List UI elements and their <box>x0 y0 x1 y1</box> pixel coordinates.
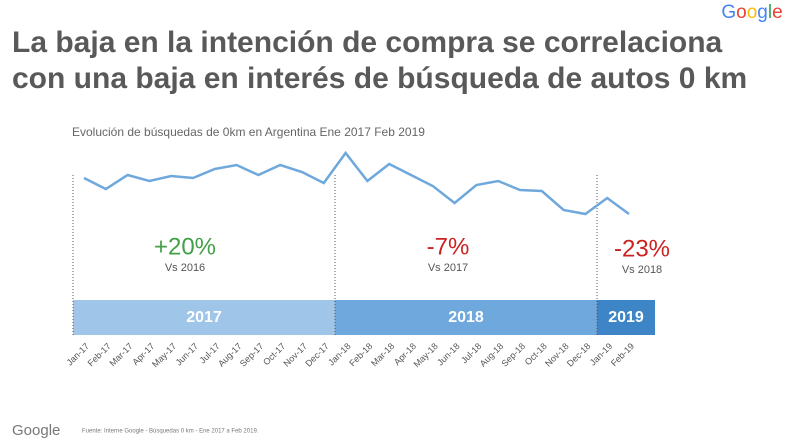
period-change: -23% <box>614 235 670 262</box>
period-change: +20% <box>154 233 216 260</box>
chart-title: Evolución de búsquedas de 0km en Argenti… <box>72 125 425 139</box>
x-tick-label: Mar-18 <box>369 341 396 368</box>
x-tick-label: Dec-17 <box>303 341 331 369</box>
source: Fuente: Interne Google - Búsquedas 0 km … <box>82 429 259 435</box>
period-comparison: Vs 2016 <box>165 262 205 274</box>
x-tick-label: May-18 <box>412 341 440 369</box>
period-band <box>73 300 335 335</box>
period-band <box>597 300 655 335</box>
x-tick-label: Feb-18 <box>347 341 374 368</box>
logo: Google <box>721 2 782 23</box>
period-label: 2018 <box>448 309 484 326</box>
x-tick-label: Feb-19 <box>609 341 636 368</box>
period-comparison: Vs 2017 <box>428 262 468 274</box>
slide-title: La baja en la intención de compra se cor… <box>12 26 723 59</box>
x-tick-label: Mar-17 <box>107 341 134 368</box>
line <box>83 150 630 216</box>
period-label: 2017 <box>186 309 222 326</box>
x-tick-label: Sep-17 <box>238 341 266 369</box>
period-label: 2019 <box>608 309 644 326</box>
x-tick-label: Sep-18 <box>499 341 527 369</box>
x-tick-label: May-17 <box>150 341 178 369</box>
x-tick-label: Dec-18 <box>565 341 593 369</box>
period-band <box>335 300 597 335</box>
period-change: -7% <box>427 233 470 260</box>
footer-logo: Google <box>12 422 60 439</box>
x-tick-label: Jun-18 <box>435 341 462 368</box>
period-comparison: Vs 2018 <box>622 264 662 276</box>
x-tick-label: Feb-17 <box>86 341 113 368</box>
x-tick-label: Jun-17 <box>174 341 201 368</box>
slide-title: con una baja en interés de búsqueda de a… <box>12 62 747 95</box>
